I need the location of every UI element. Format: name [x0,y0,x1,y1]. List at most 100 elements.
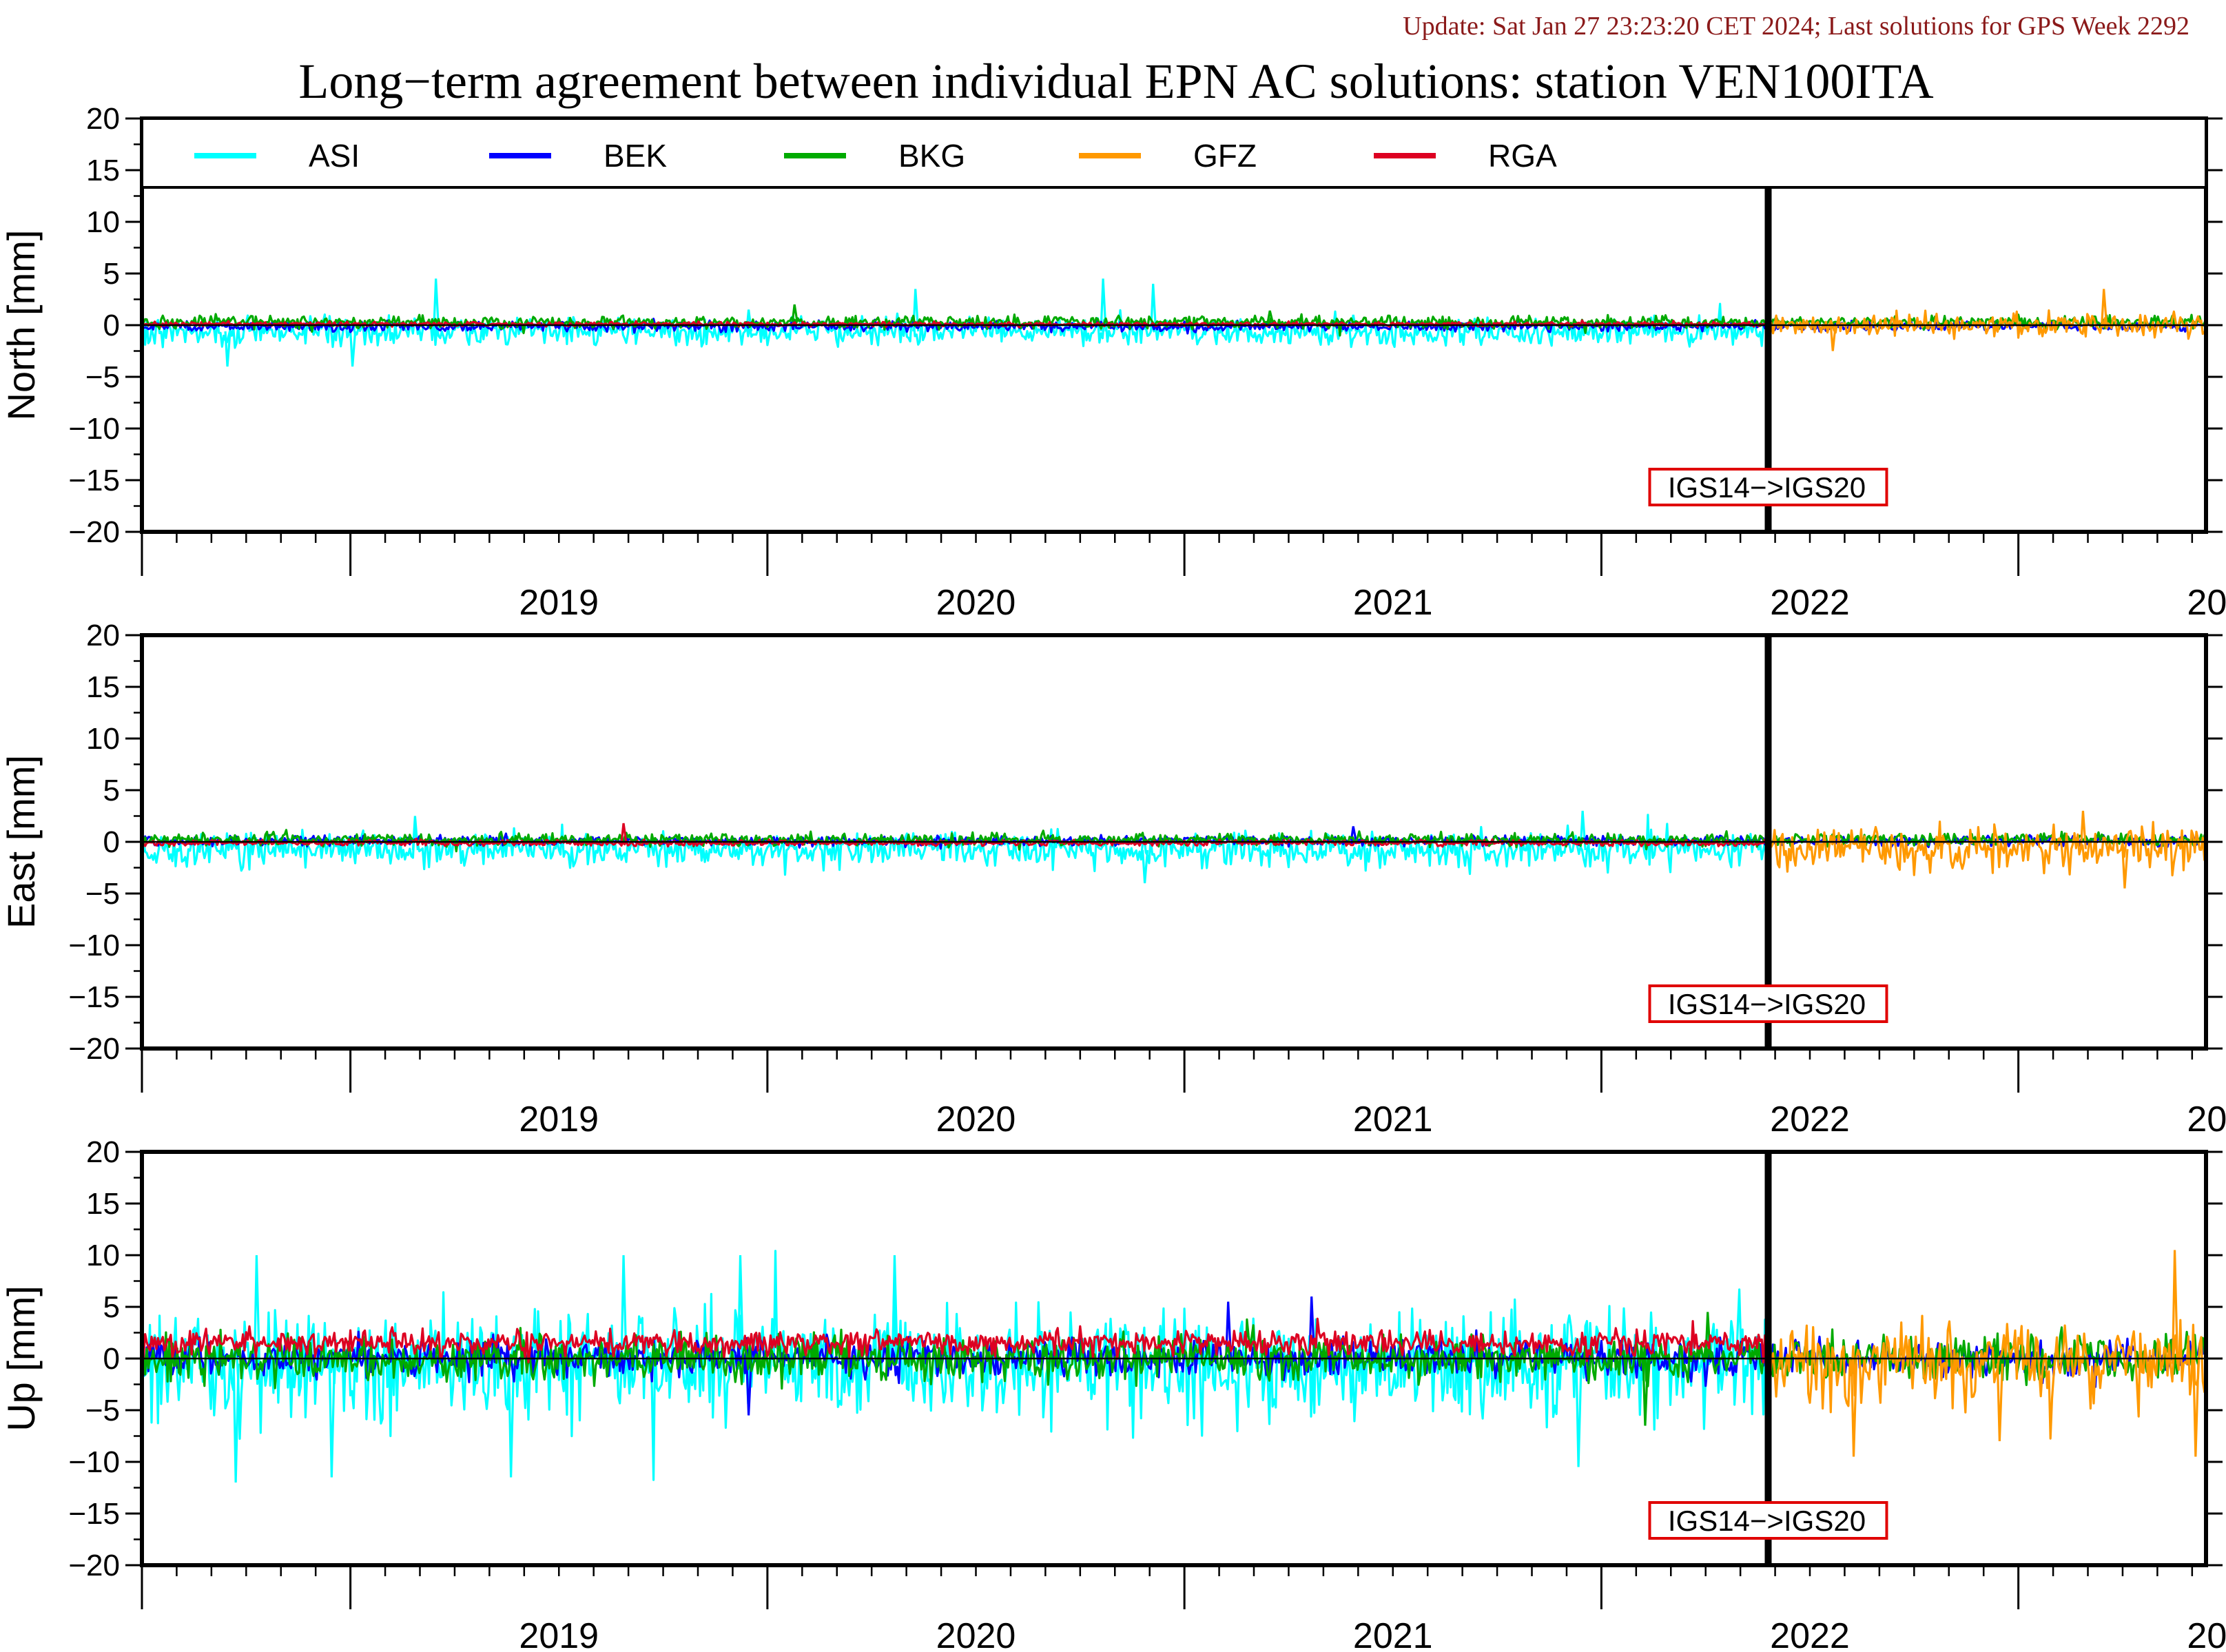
series-line-gfz [1767,309,2207,340]
series-spike-gfz [2121,849,2129,889]
frame-change-annotation: IGS14−>IGS20 [1648,468,1888,506]
series-line-asi [141,814,1770,876]
y-tick-label: −10 [68,929,120,962]
x-year-label: 2020 [936,1099,1016,1139]
x-year-label: 2022 [1770,583,1850,623]
y-tick-label: −20 [68,1549,120,1582]
y-tick-label: 0 [103,309,120,342]
y-tick-label: 10 [86,722,120,756]
series-spike-gfz [1850,1363,1858,1457]
annotation-label: IGS14−>IGS20 [1668,471,1866,504]
panel-up: IGS14−>IGS20 20 15 10 5 0 −5 −10 −15 −20 Up [mm] 20… [0,1135,2226,1652]
y-axis-label: Up [mm] [0,1286,43,1432]
series-spike-bek [1225,1301,1233,1359]
annotation-box [1648,1501,1888,1540]
legend-label-bkg: BKG [898,138,965,174]
update-text: Update: Sat Jan 27 23:23:20 CET 2024; La… [1403,12,2189,41]
x-year-label: 2020 [936,1616,1016,1652]
legend-label-asi: ASI [309,138,360,174]
x-year-label: 2019 [519,1616,599,1652]
y-tick-label: −15 [68,1497,120,1531]
legend-label-gfz: GFZ [1193,138,1257,174]
y-tick-label: −5 [85,877,120,911]
series-spike-gfz [2192,1363,2200,1457]
series-spike-asi [232,1363,240,1483]
x-year-label: 2021 [1353,1099,1433,1139]
series-spike-asi [349,331,357,367]
series-spike-gfz [1829,324,1837,351]
y-tick-label: 15 [86,154,120,187]
series-spike-gfz [1996,1363,2003,1442]
series-line-rga [141,1317,1769,1364]
y-tick-label: −10 [68,1445,120,1479]
y-tick-label: 20 [86,102,120,136]
y-tick-label: −15 [68,464,120,497]
x-year-label: 2021 [1353,583,1433,623]
series-spike-asi [224,331,231,367]
series-spike-gfz [2101,289,2108,326]
annotation-box [1648,984,1888,1023]
series-spike-asi [433,278,440,332]
frame-change-annotation: IGS14−>IGS20 [1648,984,1888,1023]
series-line-gfz [1766,1314,2207,1440]
annotation-label: IGS14−>IGS20 [1668,988,1866,1020]
chart-title: Long−term agreement between individual E… [298,54,1933,109]
series-line-gfz [1766,820,2207,877]
y-tick-label: 5 [103,257,120,291]
annotation-label: IGS14−>IGS20 [1668,1505,1866,1537]
x-year-label: 2019 [519,1099,599,1139]
series-spike-bek [1350,826,1357,841]
series-spike-asi [620,1255,628,1364]
annotation-box [1648,468,1888,506]
series-spike-asi [1100,278,1107,332]
y-tick-label: −20 [68,515,120,549]
x-year-label: 2023 [2187,1099,2226,1139]
x-year-label: 2022 [1770,1099,1850,1139]
series-spike-rga [620,823,628,843]
x-year-label: 2022 [1770,1616,1850,1652]
y-tick-label: 0 [103,1342,120,1376]
y-tick-label: −15 [68,980,120,1014]
x-year-label: 2019 [519,583,599,623]
series-spike-asi [1575,1363,1583,1467]
series-spike-gfz [2079,810,2088,849]
series-spike-bek [745,1358,753,1416]
panel-east: IGS14−>IGS20 20 15 10 5 0 −5 −10 −15 −20 East [mm]… [0,619,2226,1139]
frame-change-annotation: IGS14−>IGS20 [1648,1501,1888,1540]
panel-north: IGS14−>IGS20 20 15 10 5 0 −5 −10 −15 −20 North [mm… [0,102,2226,623]
y-tick-label: 5 [103,1290,120,1324]
y-tick-label: 15 [86,670,120,704]
panels: IGS14−>IGS20 20 15 10 5 0 −5 −10 −15 −20 North [mm… [0,102,2226,1652]
y-axis-label: East [mm] [0,755,43,929]
series-spike-asi [1579,810,1587,851]
y-tick-label: −5 [85,360,120,394]
series-spike-asi [736,1255,745,1364]
series-spike-asi [891,1255,899,1364]
y-tick-label: 20 [86,619,120,652]
y-tick-label: −5 [85,1394,120,1427]
y-tick-label: 10 [86,1239,120,1272]
x-year-label: 2021 [1353,1616,1433,1652]
x-year-label: 2020 [936,583,1016,623]
series-spike-asi [253,1255,261,1364]
series-spike-bkg [1642,1358,1649,1426]
y-tick-label: −20 [68,1032,120,1066]
y-axis-label: North [mm] [0,230,43,421]
y-tick-label: 5 [103,774,120,807]
series-spike-asi [1142,849,1149,884]
y-tick-label: 10 [86,205,120,239]
y-tick-label: 20 [86,1135,120,1169]
series-spike-asi [1150,283,1157,332]
legend-label-bek: BEK [604,138,667,174]
legend-label-rga: RGA [1488,138,1557,174]
y-tick-label: −10 [68,412,120,446]
series-spike-bkg [1266,310,1274,322]
series-spike-asi [508,1363,515,1478]
legend-box [141,117,2207,189]
series-spike-gfz [2171,1250,2179,1364]
legend: ASI BEK BKG GFZ RGA [141,117,2207,189]
x-year-label: 2023 [2187,583,2226,623]
y-tick-label: 0 [103,825,120,859]
series-spike-asi [328,1363,336,1478]
